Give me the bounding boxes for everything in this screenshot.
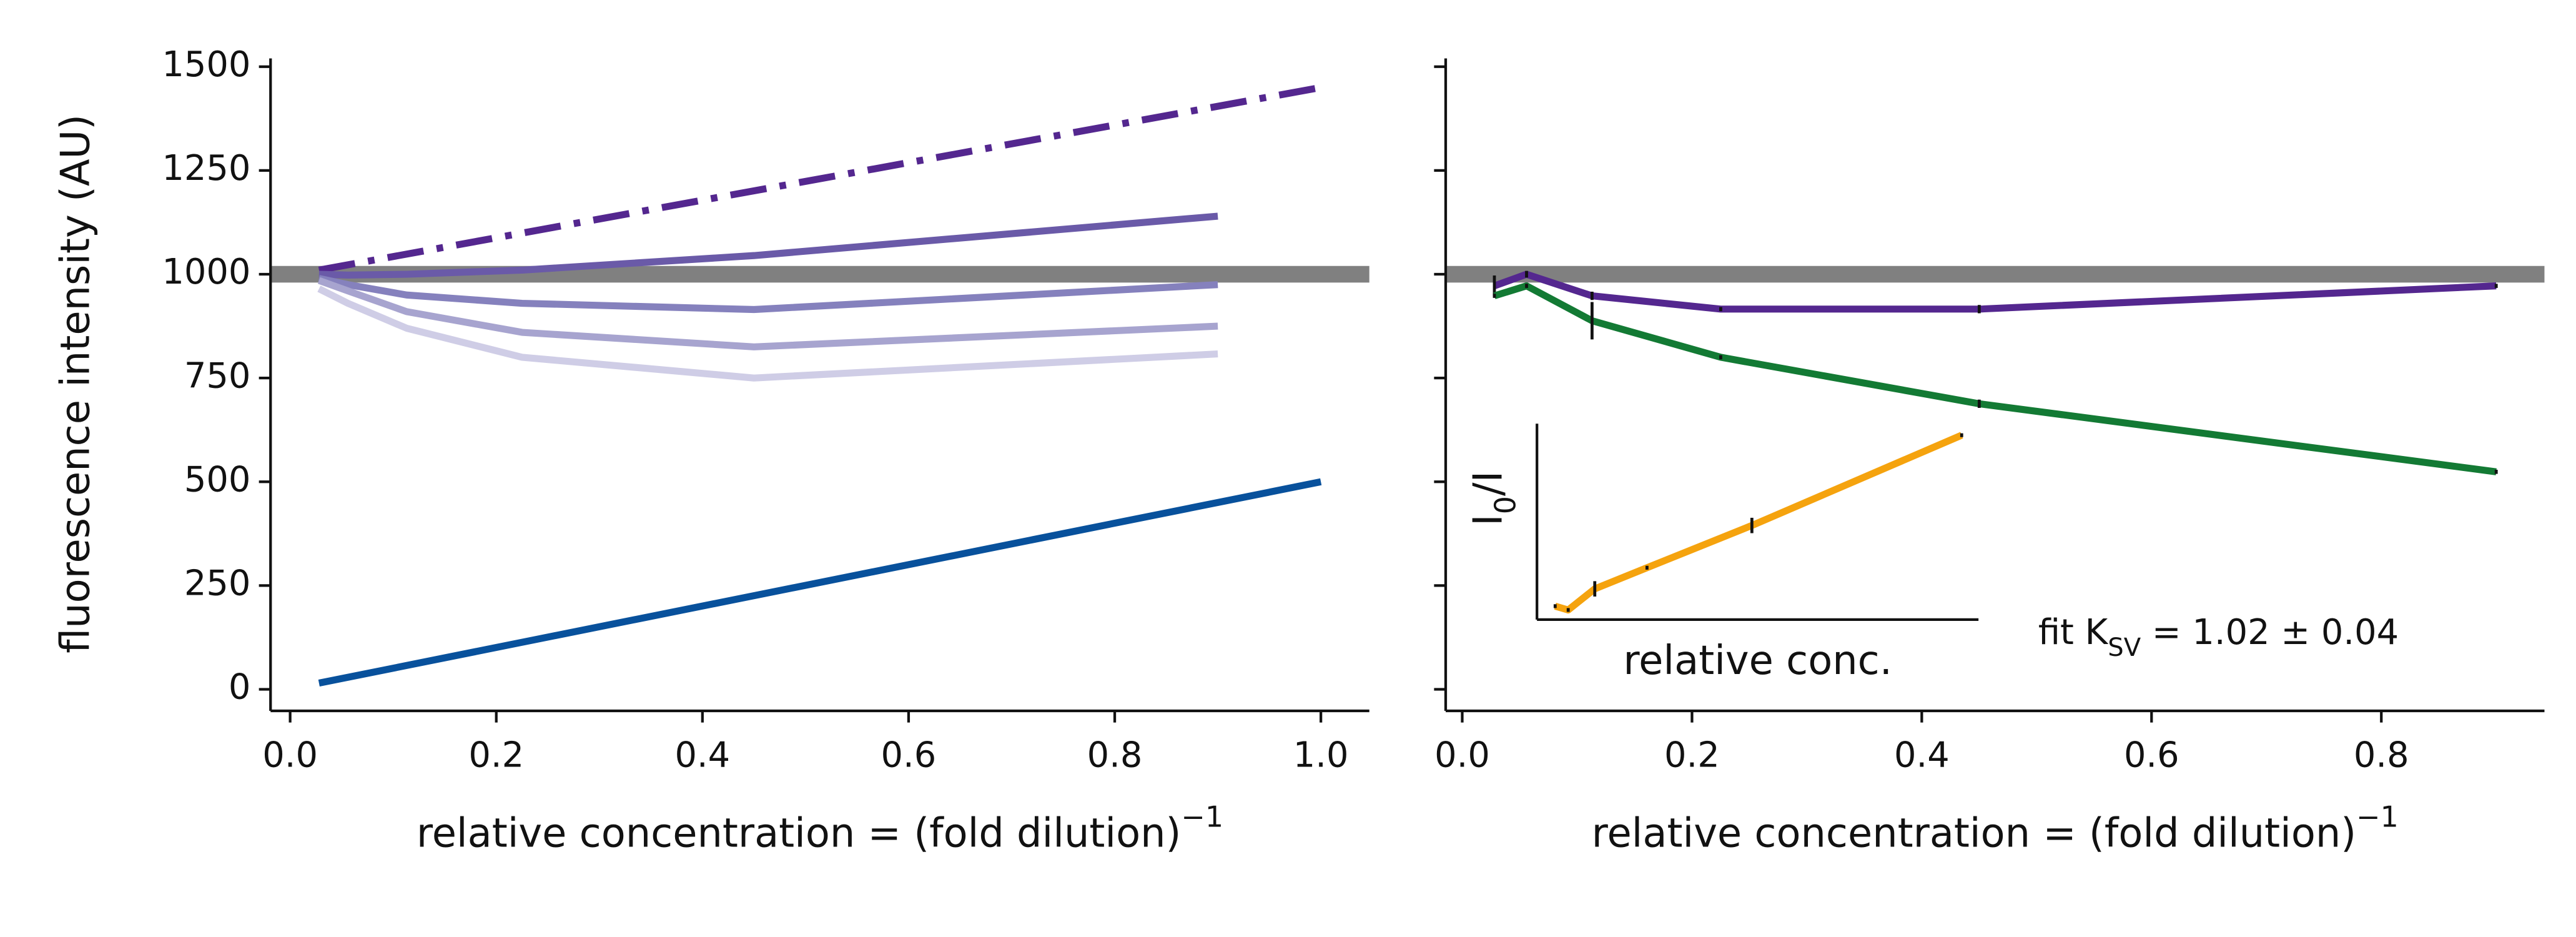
y-axis-label-main: I: [1465, 514, 1511, 526]
data-line: [318, 212, 1218, 279]
y-tick-label: 500: [184, 459, 251, 500]
y-axis-label-sub: 0: [1488, 496, 1522, 514]
x-tick-label: 0.2: [468, 735, 524, 776]
y-axis-label-rest: /I: [1465, 471, 1511, 496]
x-axis-label-main: relative concentration = (fold dilution): [1592, 810, 2357, 856]
data-line: [1554, 432, 1963, 614]
y-tick-label: 1000: [162, 252, 250, 292]
x-tick-label: 1.0: [1293, 735, 1349, 776]
y-tick-label: 750: [184, 355, 251, 396]
annotation-rest: = 1.02 ± 0.04: [2141, 612, 2399, 653]
x-axis-label: relative concentration = (fold dilution)…: [417, 800, 1223, 856]
annotation-main: fit K: [2038, 612, 2109, 653]
x-axis-label-main: relative concentration = (fold dilution): [417, 810, 1182, 856]
y-tick-label: 0: [229, 667, 251, 708]
data-line: [1493, 282, 2497, 475]
x-axis-label: relative conc.: [1623, 638, 1892, 684]
x-tick-label: 0.4: [674, 735, 730, 776]
annotation: fit KSV = 1.02 ± 0.04: [2038, 612, 2399, 662]
x-tick-label: 0.6: [881, 735, 937, 776]
data-line: [317, 277, 1218, 350]
data-line: [318, 275, 1218, 314]
x-tick-label: 0.8: [2354, 735, 2409, 776]
x-axis-label-sup: −1: [2356, 800, 2399, 833]
data-line: [318, 84, 1322, 274]
data-line: [317, 285, 1218, 382]
x-tick-label: 0.4: [1894, 735, 1950, 776]
x-tick-label: 0.2: [1664, 735, 1720, 776]
x-tick-label: 0.6: [2124, 735, 2179, 776]
y-axis-label: I0/I: [1465, 471, 1522, 526]
data-line: [318, 478, 1322, 687]
x-axis-label-sup: −1: [1181, 800, 1223, 833]
y-tick-label: 250: [184, 563, 251, 604]
y-axis-label: fluorescence intensity (AU): [52, 114, 99, 653]
x-tick-label: 0.8: [1087, 735, 1143, 776]
y-tick-label: 1250: [162, 148, 250, 189]
x-tick-label: 0.0: [1434, 735, 1490, 776]
y-tick-label: 1500: [162, 44, 250, 85]
x-axis-label: relative concentration = (fold dilution)…: [1592, 800, 2399, 856]
annotation-sub: SV: [2108, 633, 2141, 662]
data-line: [1493, 270, 2497, 313]
x-tick-label: 0.0: [262, 735, 318, 776]
x-axis-label-main: relative conc.: [1623, 638, 1892, 684]
